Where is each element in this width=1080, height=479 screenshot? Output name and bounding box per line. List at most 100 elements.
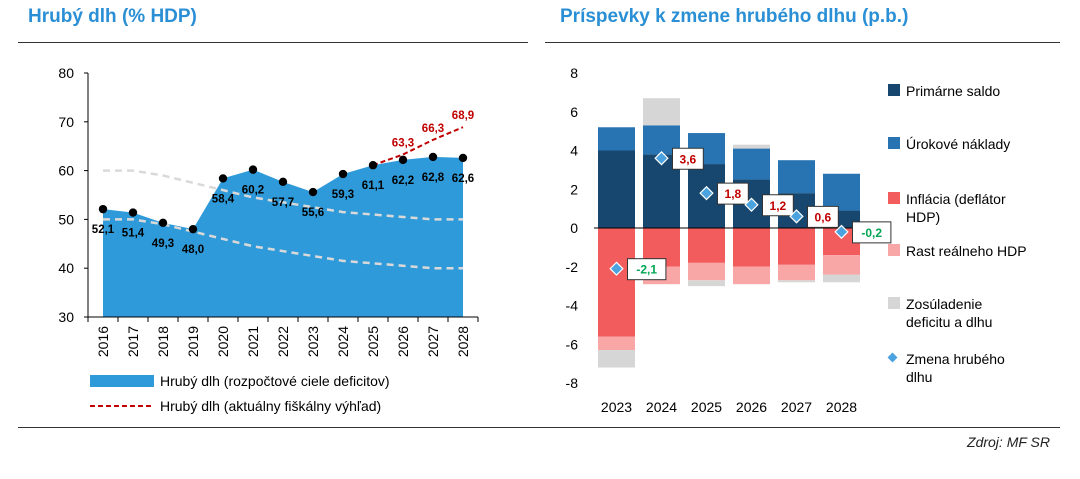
contrib-y-tick-label: 2	[570, 181, 578, 197]
debt-point	[128, 208, 138, 217]
debt-value-label: 49,3	[152, 238, 174, 250]
right-title-rule	[545, 42, 1060, 43]
right-chart-title: Príspevky k zmene hrubého dlhu (p.b.)	[560, 6, 909, 27]
debt-point	[368, 161, 378, 170]
contrib-change-label-box	[717, 182, 749, 205]
debt-y-tick-label: 50	[58, 211, 74, 227]
debt-y-tick-label: 70	[58, 114, 74, 130]
debt-value-label: 59,3	[332, 189, 354, 201]
debt-point	[278, 177, 288, 187]
contrib-bar-segment	[823, 228, 860, 256]
debt-x-tick-label: 2021	[245, 326, 261, 357]
contrib-bar-segment	[733, 266, 770, 285]
contrib-x-tick-label: 2026	[736, 399, 767, 415]
contrib-bar-segment	[598, 150, 635, 228]
legend-label: Zosúladenie	[906, 296, 982, 312]
legend-label: deficitu a dlhu	[906, 314, 992, 330]
contrib-y-tick-label: -6	[566, 336, 579, 352]
contrib-change-marker	[789, 209, 804, 224]
debt-value-label: 55,6	[302, 207, 324, 219]
debt-x-tick-label: 2024	[335, 326, 351, 357]
legend-label: Primárne saldo	[906, 83, 1000, 99]
contrib-x-tick-label: 2024	[646, 399, 677, 415]
contrib-bar-segment	[688, 280, 725, 287]
debt-outlook-label: 68,9	[452, 110, 474, 122]
contrib-change-marker	[699, 185, 714, 201]
contrib-bar-segment	[688, 262, 725, 281]
contrib-change-label-box	[672, 147, 704, 170]
debt-y-tick-label: 60	[58, 163, 74, 179]
contrib-bar-segment	[778, 280, 815, 283]
left-chart-title: Hrubý dlh (% HDP)	[28, 6, 197, 27]
debt-point	[98, 204, 108, 214]
contrib-bar-segment	[778, 160, 815, 194]
legend-label-area: Hrubý dlh (rozpočtové ciele deficitov)	[160, 373, 390, 389]
legend-swatch	[888, 84, 900, 96]
debt-value-label: 51,4	[122, 228, 145, 240]
contrib-bar-segment	[823, 173, 860, 211]
debt-outlook-line	[372, 126, 464, 167]
legend-label: Úrokové náklady	[906, 136, 1010, 152]
debt-value-label: 61,1	[362, 180, 385, 192]
debt-area	[103, 156, 463, 317]
debt-x-tick-label: 2019	[185, 326, 201, 357]
debt-value-label: 60,2	[242, 185, 264, 197]
debt-value-label: 58,4	[212, 193, 235, 205]
legend-label: Inflácia (deflátor	[906, 191, 1006, 207]
contrib-bar-segment	[643, 154, 680, 228]
contrib-bar-segment	[643, 266, 680, 285]
left-title-rule	[18, 42, 528, 43]
debt-x-tick-label: 2025	[365, 326, 381, 357]
debt-x-tick-label: 2023	[305, 326, 321, 357]
contrib-bar-segment	[688, 228, 725, 263]
contrib-bar-segment	[643, 228, 680, 267]
legend-label-outlook: Hrubý dlh (aktuálny fiškálny výhľad)	[160, 398, 381, 414]
contrib-change-label-box	[807, 205, 839, 228]
debt-value-label: 57,7	[272, 197, 294, 209]
contrib-change-marker	[609, 261, 624, 276]
debt-x-tick-label: 2028	[455, 326, 471, 357]
contrib-bar-segment	[733, 228, 770, 267]
debt-outlook-label: 63,3	[392, 137, 414, 149]
debt-point	[428, 152, 438, 162]
debt-area-chart: 30 40 50 60 70 80 2016 2017 2018 2019 2020 2021 2022…	[58, 65, 479, 414]
debt-x-tick-label: 2017	[125, 326, 141, 357]
contrib-bar-segment	[823, 274, 860, 283]
contrib-bar-segment	[823, 210, 860, 228]
contrib-bar-segment	[733, 144, 770, 149]
legend-label: Zmena hrubého	[906, 351, 1005, 367]
contrib-bar-segment	[733, 179, 770, 228]
source-note: Zdroj: MF SR	[967, 434, 1050, 450]
debt-point	[308, 187, 318, 197]
contrib-x-tick-label: 2028	[826, 399, 857, 415]
legend-swatch-marker	[887, 352, 898, 363]
debt-point	[248, 165, 258, 174]
legend-swatch	[888, 244, 900, 256]
contrib-x-tick-label: 2027	[781, 399, 812, 415]
contrib-bar-segment	[778, 193, 815, 228]
debt-point	[338, 169, 348, 179]
contrib-bar-segment	[778, 264, 815, 281]
debt-point	[218, 174, 228, 183]
contrib-bar-segment	[733, 148, 770, 180]
bottom-rule	[18, 427, 1060, 428]
debt-point	[458, 153, 468, 163]
contrib-y-tick-label: 6	[570, 104, 578, 120]
debt-point	[188, 224, 198, 234]
debt-value-label: 52,1	[92, 224, 115, 236]
contrib-bar-segment	[643, 98, 680, 126]
debt-x-tick-label: 2016	[95, 326, 111, 357]
contrib-change-label: 0,6	[815, 210, 832, 224]
contrib-y-tick-label: -8	[566, 375, 579, 391]
contrib-x-tick-label: 2025	[691, 399, 722, 415]
contrib-change-label: 1,8	[725, 187, 742, 201]
debt-y-tick-label: 40	[58, 260, 74, 276]
contrib-change-label: 3,6	[680, 152, 697, 166]
debt-value-label: 62,8	[422, 172, 445, 184]
contrib-x-tick-label: 2023	[601, 399, 632, 415]
contrib-change-label: -0,2	[861, 226, 882, 240]
contrib-y-tick-label: 0	[570, 220, 578, 236]
debt-x-tick-label: 2022	[275, 326, 291, 357]
debt-value-label: 62,6	[452, 173, 474, 185]
contrib-bar-segment	[778, 228, 815, 265]
